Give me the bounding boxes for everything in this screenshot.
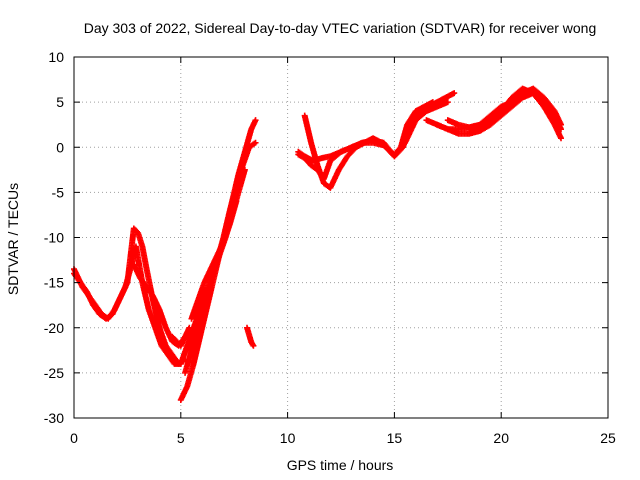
data-point [558,121,565,128]
y-axis-label: SDTVAR / TECUs [5,183,21,295]
data-marks [71,85,565,403]
y-tick-label: 5 [56,94,64,110]
x-tick-label: 25 [600,430,616,446]
series-early-dip-2 [71,225,189,367]
x-axis-label: GPS time / hours [287,457,394,473]
x-tick-label: 10 [280,430,296,446]
data-point [558,135,565,142]
grid [74,57,608,418]
y-tick-label: -5 [52,184,65,200]
data-point [252,139,259,146]
x-tick-label: 0 [70,430,78,446]
y-tick-label: -30 [44,410,64,426]
x-tick-label: 20 [493,430,509,446]
y-tick-label: 10 [48,49,64,65]
y-tick-label: 0 [56,139,64,155]
data-point [252,117,259,124]
chart-title: Day 303 of 2022, Sidereal Day-to-day VTE… [84,20,597,36]
data-point [444,99,451,106]
y-tick-label: -15 [44,275,64,291]
data-point [250,342,257,349]
y-tick-label: -25 [44,365,64,381]
series-rise-4 [188,198,240,322]
data-point [241,166,248,173]
series-isolated [244,324,257,349]
series-early-dip-4 [169,324,193,349]
x-tick-label: 15 [387,430,403,446]
series-late-4 [466,90,565,142]
data-point [233,198,240,205]
data-point [451,90,458,97]
series-mid-3 [295,99,451,182]
series-mid-2 [295,90,458,164]
axis-ticks: 0 5 10 15 20 25 -30 -25 -20 -15 -10 -5 0 5 10 [44,49,616,446]
y-tick-label: -20 [44,320,64,336]
x-tick-label: 5 [177,430,185,446]
y-tick-label: -10 [44,230,64,246]
